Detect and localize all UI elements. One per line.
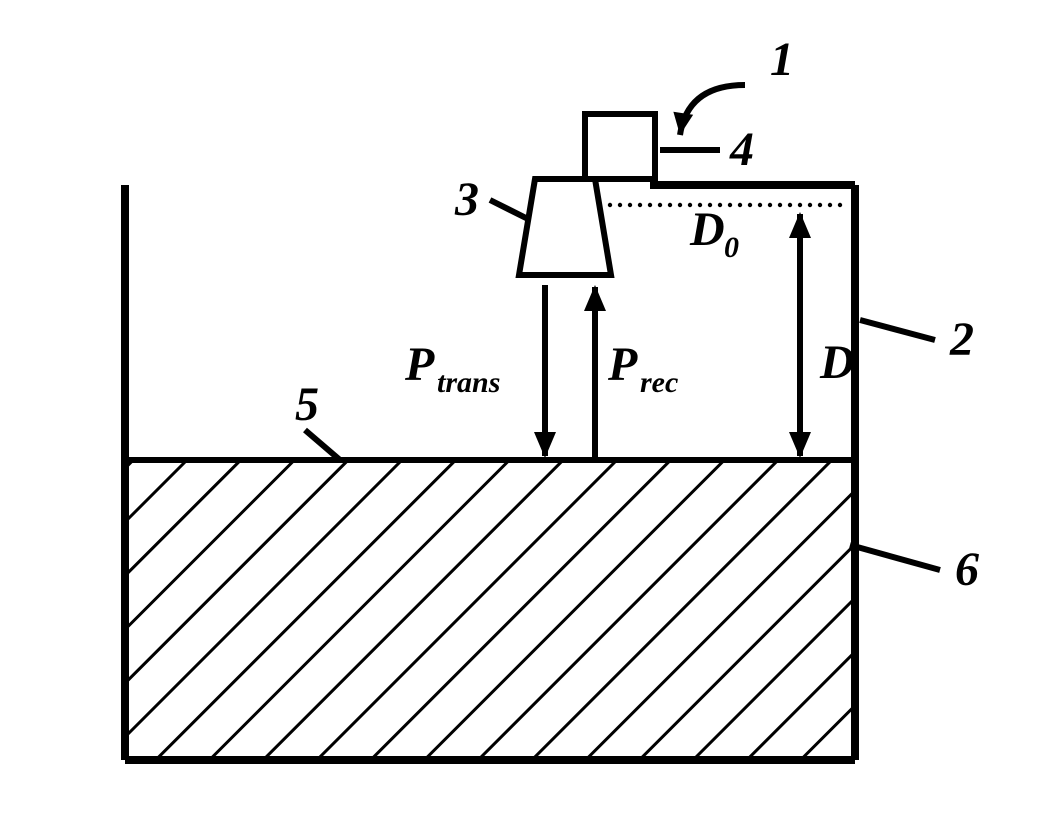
leader-5-text: 5 <box>295 378 319 431</box>
ref-dot <box>728 203 732 207</box>
leader-3-line <box>490 200 530 220</box>
ref-dot <box>608 203 612 207</box>
leader-6-text: 6 <box>955 543 979 596</box>
label-d: D <box>819 336 855 389</box>
label-d0-sub: 0 <box>724 231 739 264</box>
ref-dot <box>648 203 652 207</box>
label-ptrans-sub: trans <box>437 366 500 399</box>
fill-material <box>129 460 851 756</box>
ref-dot <box>758 203 762 207</box>
ref-dot <box>738 203 742 207</box>
ref-dot <box>748 203 752 207</box>
arrow-ptrans-head <box>534 432 556 458</box>
ref-dot <box>628 203 632 207</box>
ref-dot <box>818 203 822 207</box>
sensor-box <box>585 114 655 179</box>
leader-6-line <box>850 545 940 570</box>
label-ptrans: P <box>404 338 435 391</box>
ref-dot <box>768 203 772 207</box>
label-d0: D <box>689 203 725 256</box>
ref-dot <box>788 203 792 207</box>
ref-dot <box>658 203 662 207</box>
leader-3-text: 3 <box>454 173 479 226</box>
arrow-prec-head <box>584 285 606 311</box>
leader-2-text: 2 <box>949 313 974 366</box>
ref-dot <box>828 203 832 207</box>
label-prec: P <box>607 338 638 391</box>
diagram-root: D0DPtransPrec143256 <box>0 0 1040 835</box>
leader-2-line <box>860 320 935 340</box>
ref-dot <box>778 203 782 207</box>
ref-dot <box>838 203 842 207</box>
ref-dot <box>678 203 682 207</box>
ref-dot <box>618 203 622 207</box>
sensor-horn <box>519 179 611 275</box>
label-prec-sub: rec <box>640 366 678 399</box>
ref-dot <box>638 203 642 207</box>
ref-dot <box>798 203 802 207</box>
leader-4-text: 4 <box>729 123 754 176</box>
leader-1-text: 1 <box>770 33 794 86</box>
ref-dot <box>668 203 672 207</box>
ref-dot <box>808 203 812 207</box>
arrow-d-head-down <box>789 432 811 458</box>
leader-5-line <box>305 430 340 460</box>
arrow-d-head-up <box>789 212 811 238</box>
